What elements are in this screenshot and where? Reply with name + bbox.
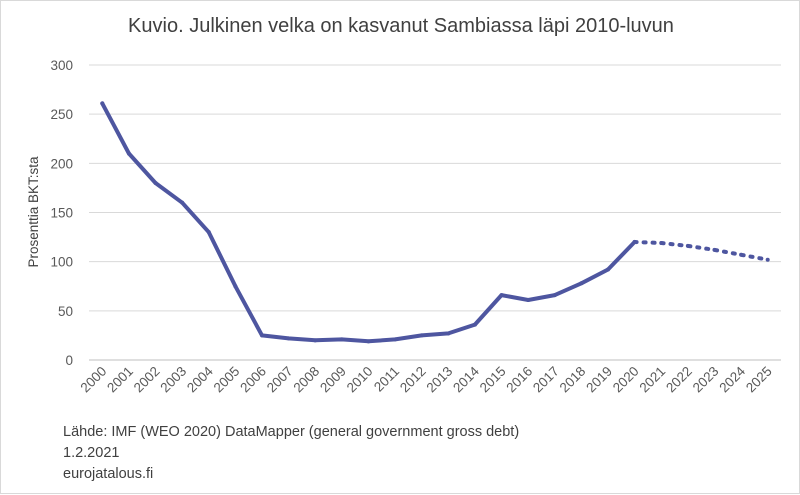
data-point bbox=[765, 257, 770, 262]
historical-line bbox=[100, 101, 637, 344]
x-tick-label: 2016 bbox=[503, 364, 535, 396]
x-tick-label: 2013 bbox=[424, 364, 456, 396]
data-point bbox=[153, 181, 158, 185]
data-point bbox=[446, 331, 451, 336]
chart-title: Kuvio. Julkinen velka on kasvanut Sambia… bbox=[128, 15, 674, 37]
data-point bbox=[100, 101, 105, 106]
gridlines bbox=[89, 64, 781, 361]
data-point bbox=[685, 243, 690, 248]
data-point bbox=[180, 200, 185, 205]
y-tick-label: 50 bbox=[58, 304, 73, 319]
forecast-line bbox=[632, 240, 770, 262]
data-point bbox=[286, 336, 291, 341]
chart-footer: Lähde: IMF (WEO 2020) DataMapper (genera… bbox=[63, 422, 519, 485]
data-point bbox=[472, 322, 477, 327]
y-tick-label: 200 bbox=[50, 156, 73, 171]
x-tick-label: 2023 bbox=[690, 364, 722, 396]
x-tick-label: 2021 bbox=[636, 364, 668, 396]
data-point bbox=[339, 337, 344, 342]
data-point bbox=[499, 293, 504, 298]
x-tick-label: 2012 bbox=[397, 364, 429, 396]
data-point bbox=[126, 151, 131, 156]
x-tick-label: 2018 bbox=[557, 364, 589, 396]
y-tick-labels: 0 50 100 150 200 250 300 bbox=[50, 58, 73, 368]
x-tick-label: 2006 bbox=[237, 364, 269, 396]
x-tick-label: 2015 bbox=[477, 364, 509, 396]
y-tick-label: 150 bbox=[50, 206, 73, 221]
x-tick-label: 2014 bbox=[450, 363, 482, 395]
x-tick-label: 2022 bbox=[663, 364, 695, 396]
x-tick-label: 2017 bbox=[530, 364, 562, 396]
x-tick-labels: 2000200120022003200420052006200720082009… bbox=[78, 363, 775, 395]
y-tick-label: 250 bbox=[50, 107, 73, 122]
x-tick-label: 2025 bbox=[743, 364, 775, 396]
data-point bbox=[233, 284, 238, 289]
data-point bbox=[260, 333, 264, 338]
data-point bbox=[632, 240, 637, 244]
data-point bbox=[606, 267, 610, 272]
x-tick-label: 2024 bbox=[716, 363, 748, 395]
y-tick-label: 300 bbox=[50, 58, 73, 73]
data-point bbox=[712, 247, 717, 252]
x-tick-label: 2009 bbox=[317, 364, 349, 396]
x-tick-label: 2008 bbox=[290, 364, 322, 396]
series-lines bbox=[100, 101, 770, 344]
x-tick-label: 2011 bbox=[371, 364, 402, 395]
data-point bbox=[526, 298, 531, 303]
y-axis-label: Prosenttia BKT:sta bbox=[26, 156, 41, 268]
x-tick-label: 2000 bbox=[78, 364, 110, 396]
x-tick-label: 2019 bbox=[583, 364, 615, 396]
date-note: 1.2.2021 bbox=[63, 445, 120, 461]
site-note: eurojatalous.fi bbox=[63, 466, 154, 482]
data-point bbox=[313, 338, 318, 343]
data-point bbox=[552, 293, 557, 298]
x-tick-label: 2002 bbox=[131, 364, 163, 396]
data-point bbox=[366, 339, 371, 344]
x-tick-label: 2003 bbox=[157, 364, 189, 396]
x-tick-label: 2004 bbox=[184, 363, 216, 395]
data-point bbox=[393, 337, 398, 342]
data-point bbox=[659, 240, 664, 245]
y-tick-label: 100 bbox=[50, 255, 73, 270]
x-tick-label: 2001 bbox=[104, 364, 136, 396]
x-tick-label: 2007 bbox=[264, 364, 296, 396]
source-note: Lähde: IMF (WEO 2020) DataMapper (genera… bbox=[63, 424, 520, 440]
x-tick-label: 2010 bbox=[344, 364, 376, 396]
data-point bbox=[579, 281, 584, 286]
data-point bbox=[739, 252, 744, 257]
x-tick-label: 2020 bbox=[610, 364, 642, 396]
data-point bbox=[419, 333, 424, 338]
y-tick-label: 0 bbox=[65, 353, 73, 368]
data-point bbox=[206, 230, 211, 235]
x-tick-label: 2005 bbox=[211, 364, 243, 396]
